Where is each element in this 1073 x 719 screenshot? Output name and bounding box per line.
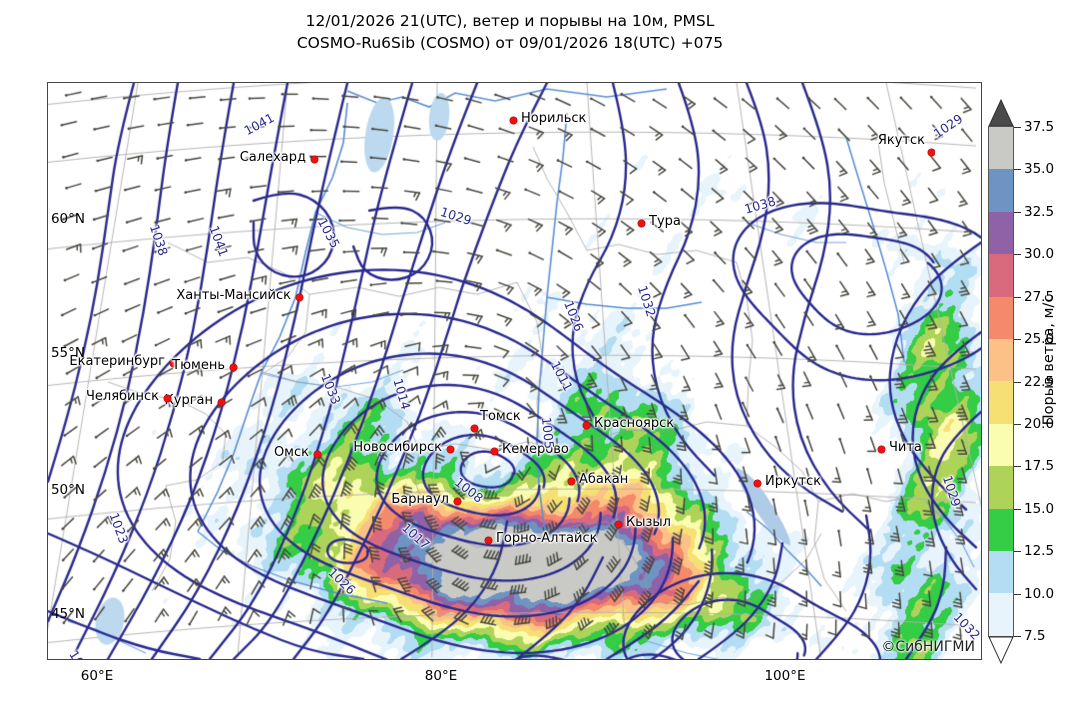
city-dot-icon — [169, 359, 177, 367]
city-label: Курган — [164, 393, 213, 408]
colorbar-band-32.5-35.0 — [989, 169, 1013, 212]
colorbar-tick-label-27.5: 27.5 — [1024, 288, 1055, 305]
city-dot-icon — [614, 520, 622, 528]
city-label: Барнаул — [391, 492, 449, 507]
city-label: Абакан — [579, 472, 629, 487]
colorbar-tick-label-12.5: 12.5 — [1024, 543, 1055, 560]
lat-tick-label-3: 45°N — [50, 606, 85, 622]
colorbar-tick-label-15.0: 15.0 — [1024, 500, 1055, 517]
city-dot-icon — [163, 394, 171, 402]
colorbar-tick-12.5 — [1014, 551, 1021, 553]
city-dot-icon — [582, 421, 590, 429]
city-label: Екатеринбург — [69, 354, 165, 369]
colorbar-tick-label-22.5: 22.5 — [1024, 373, 1055, 390]
colorbar-axis-title: Порыв ветра, м/с — [1041, 294, 1057, 426]
colorbar-gradient — [988, 126, 1014, 637]
city-label: Кемерово — [502, 442, 569, 457]
colorbar-tick-label-20.0: 20.0 — [1024, 415, 1055, 432]
city-dot-icon — [470, 424, 478, 432]
city-dot-icon — [295, 293, 303, 301]
city-label: Новосибирск — [353, 440, 442, 455]
city-label: Иркутск — [765, 474, 822, 489]
lat-tick-label-2: 50°N — [50, 482, 85, 498]
city-label: Челябинск — [85, 389, 159, 404]
city-dot-icon — [313, 450, 321, 458]
lon-tick-label-2: 100°E — [764, 668, 806, 684]
colorbar-tick-35.0 — [1014, 169, 1021, 171]
map-plot-area[interactable]: Норильск Якутск Салехард Тура Ханты-Мансийск… — [47, 82, 982, 660]
city-dot-icon — [484, 536, 492, 544]
colorbar-band-30.0-32.5 — [989, 211, 1013, 255]
city-label: Кызыл — [626, 515, 671, 530]
colorbar-tick-label-35.0: 35.0 — [1024, 161, 1055, 178]
city-label: Томск — [480, 409, 521, 424]
colorbar-tick-15.0 — [1014, 508, 1021, 510]
colorbar-tick-37.5 — [1014, 127, 1021, 128]
city-dot-icon — [927, 148, 935, 156]
chart-title-block: 12/01/2026 21(UTC), ветер и порывы на 10… — [0, 10, 1020, 55]
copyright-watermark: ©СибНИГМИ — [881, 639, 975, 655]
city-dot-icon — [453, 497, 461, 505]
city-label: Красноярск — [594, 416, 675, 431]
city-dot-icon — [446, 445, 454, 453]
title-line-1: 12/01/2026 21(UTC), ветер и порывы на 10… — [305, 12, 715, 30]
colorbar-band-27.5-30.0 — [989, 254, 1013, 297]
colorbar-tick-25.0 — [1014, 339, 1021, 341]
city-dot-icon — [229, 363, 237, 371]
map-field-canvas — [48, 83, 981, 659]
colorbar-band-17.5-20.0 — [989, 423, 1013, 467]
colorbar-tick-label-37.5: 37.5 — [1024, 119, 1055, 135]
colorbar-tick-32.5 — [1014, 211, 1021, 213]
city-label: Якутск — [877, 133, 925, 148]
colorbar-tick-label-17.5: 17.5 — [1024, 458, 1055, 475]
colorbar-tick-27.5 — [1014, 296, 1021, 298]
city-dot-icon — [217, 398, 225, 406]
colorbar-tick-7.5 — [1014, 636, 1021, 637]
city-dot-icon — [753, 479, 761, 487]
city-label: Омск — [273, 445, 309, 460]
colorbar-tick-label-32.5: 32.5 — [1024, 203, 1055, 220]
city-dot-icon — [567, 477, 575, 485]
colorbar-tick-10.0 — [1014, 593, 1021, 595]
colorbar-tick-label-25.0: 25.0 — [1024, 331, 1055, 348]
city-dot-icon — [509, 116, 517, 124]
colorbar-tick-17.5 — [1014, 466, 1021, 468]
isobar-label-1005: 1005 — [538, 416, 558, 450]
colorbar-band-35.0-37.5 — [989, 127, 1013, 170]
lon-tick-label-1: 80°E — [424, 668, 458, 684]
colorbar-band-22.5-25.0 — [989, 339, 1013, 382]
colorbar-tick-label-7.5: 7.5 — [1024, 628, 1046, 644]
colorbar-band-12.5-15.0 — [989, 508, 1013, 552]
colorbar-tick-label-10.0: 10.0 — [1024, 585, 1055, 602]
city-dot-icon — [490, 447, 498, 455]
city-dot-icon — [877, 445, 885, 453]
colorbar-tick-20.0 — [1014, 423, 1021, 425]
city-dot-icon — [310, 155, 318, 163]
colorbar-band-15.0-17.5 — [989, 466, 1013, 509]
city-label: Тюмень — [172, 358, 225, 373]
city-dot-icon — [637, 219, 645, 227]
city-label: Салехард — [239, 150, 306, 165]
lat-tick-label-0: 60°N — [50, 211, 85, 227]
colorbar-tick-30.0 — [1014, 254, 1021, 256]
colorbar-band-20.0-22.5 — [989, 381, 1013, 424]
city-label: Норильск — [521, 111, 587, 126]
city-label: Чита — [889, 440, 922, 455]
lon-tick-label-0: 60°E — [80, 668, 114, 684]
city-label: Ханты-Мансийск — [176, 288, 291, 303]
colorbar-tick-22.5 — [1014, 381, 1021, 383]
colorbar-tick-label-30.0: 30.0 — [1024, 246, 1055, 263]
lat-tick-label-1: 55°N — [50, 345, 85, 361]
colorbar-under-arrow — [988, 636, 1014, 665]
city-label: Горно-Алтайск — [496, 531, 598, 546]
colorbar-band-7.5-10.0 — [989, 593, 1013, 636]
colorbar-over-arrow — [988, 98, 1014, 127]
city-label: Тура — [649, 214, 681, 229]
colorbar-band-10.0-12.5 — [989, 551, 1013, 594]
colorbar-band-25.0-27.5 — [989, 296, 1013, 340]
title-line-2: COSMO-Ru6Sib (COSMO) от 09/01/2026 18(UT… — [296, 34, 724, 53]
